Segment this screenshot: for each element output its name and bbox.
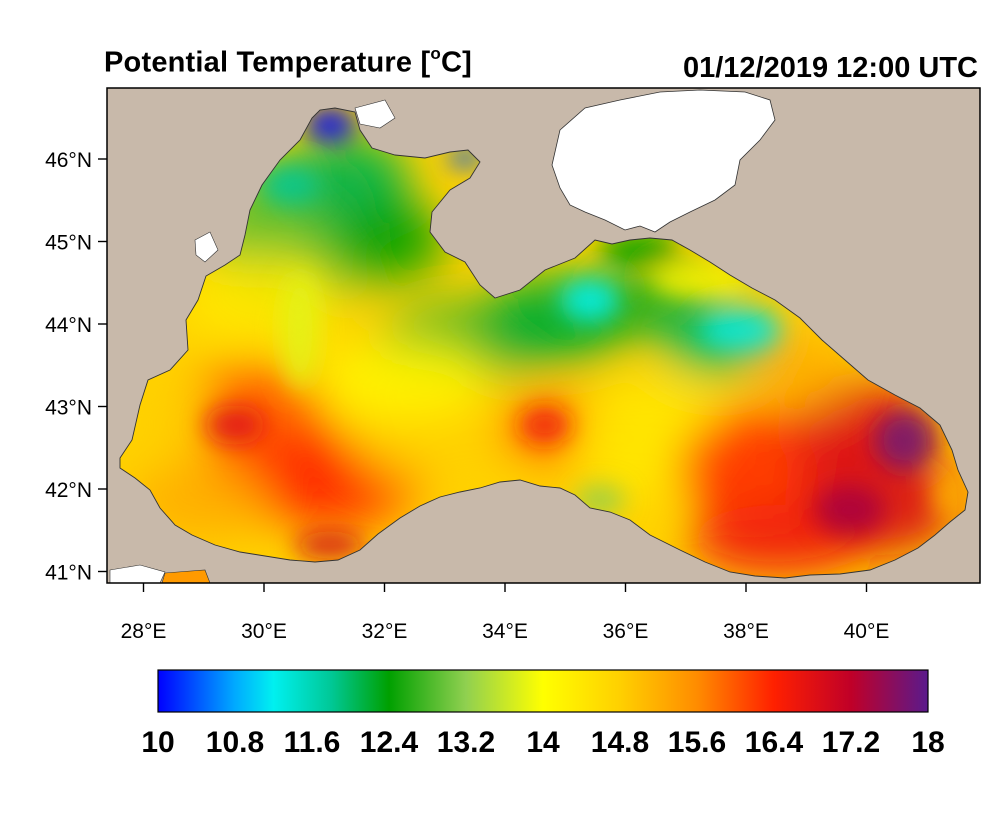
temperature-patch <box>815 485 885 535</box>
lat-tick-label: 45°N <box>45 232 92 255</box>
lon-tick-label: 30°E <box>241 620 287 643</box>
colorbar-labels: 10 10.8 11.6 12.4 13.2 14 14.8 15.6 16.4 17.2 18 <box>141 726 944 759</box>
lat-tick-label: 42°N <box>45 479 92 502</box>
map-title: Potential Temperature [oC] <box>104 44 472 79</box>
map-frame <box>106 87 981 584</box>
temperature-patch <box>335 200 445 280</box>
lon-tick-label: 34°E <box>482 620 528 643</box>
colorbar-label: 14 <box>526 726 560 759</box>
temperature-patch <box>700 310 780 350</box>
temperature-patch <box>295 531 365 559</box>
colorbar-label: 10.8 <box>206 726 264 759</box>
temperature-patch <box>875 410 935 470</box>
lon-tick-label: 38°E <box>723 620 769 643</box>
lat-tick-label: 46°N <box>45 149 92 172</box>
colorbar-label: 12.4 <box>360 726 419 759</box>
temperature-patch <box>520 407 570 443</box>
temperature-patch <box>310 340 490 420</box>
lagoon-north <box>354 99 396 129</box>
map-timestamp: 01/12/2019 12:00 UTC <box>682 52 978 84</box>
lon-tick-label: 32°E <box>362 620 408 643</box>
colorbar-label: 10 <box>141 726 174 759</box>
temperature-patch <box>932 470 968 520</box>
temperature-patch <box>560 278 620 322</box>
colorbar-label: 11.6 <box>284 726 341 759</box>
longitude-axis: 28°E 30°E 32°E 34°E 36°E 38°E 40°E <box>121 583 890 643</box>
sea-temperature-field <box>120 108 968 578</box>
temperature-patch <box>120 375 220 465</box>
lat-tick-label: 41°N <box>45 562 92 585</box>
temperature-patch <box>280 270 320 390</box>
lon-tick-label: 40°E <box>844 620 890 643</box>
colorbar <box>157 669 929 713</box>
temperature-patch <box>205 405 265 445</box>
latitude-axis: 46°N 45°N 44°N 43°N 42°N 41°N <box>45 149 107 585</box>
colorbar-label: 14.8 <box>591 726 649 759</box>
lon-tick-label: 36°E <box>603 620 649 643</box>
lat-tick-label: 43°N <box>45 397 92 420</box>
colorbar-label: 16.4 <box>745 726 804 759</box>
colorbar-label: 17.2 <box>822 726 880 759</box>
temperature-patch <box>305 108 355 143</box>
lat-tick-label: 44°N <box>45 314 92 337</box>
colorbar-label: 18 <box>911 726 944 759</box>
temperature-patch <box>750 330 850 410</box>
azov-sea <box>551 89 776 233</box>
colorbar-label: 13.2 <box>437 726 495 759</box>
colorbar-label: 15.6 <box>668 726 726 759</box>
lagoon-west <box>194 231 219 263</box>
lagoon-sw <box>109 564 166 583</box>
temperature-patch <box>260 165 320 205</box>
coastline <box>119 107 969 579</box>
marmara-sea <box>161 569 211 583</box>
lon-tick-label: 28°E <box>121 620 167 643</box>
